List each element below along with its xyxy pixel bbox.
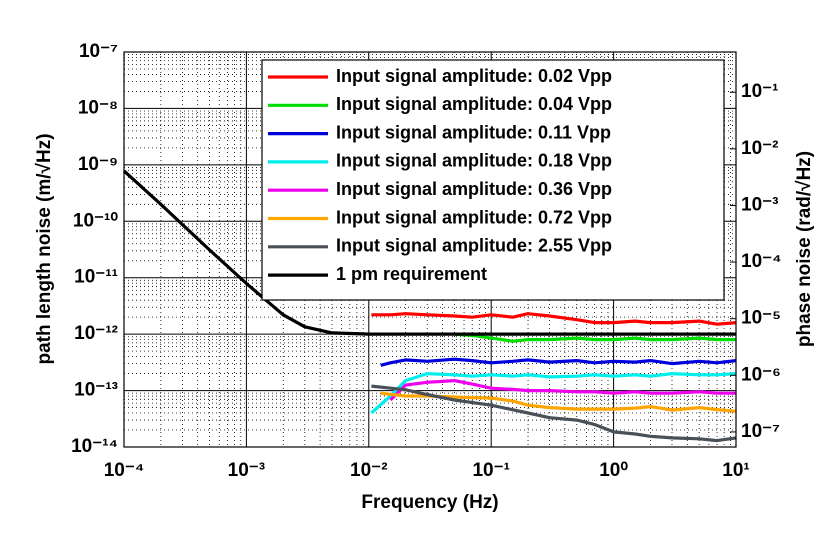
legend-box bbox=[261, 59, 725, 301]
y2-tick-label: 10⁻³ bbox=[741, 194, 779, 215]
x-tick-label: 10⁰ bbox=[599, 460, 628, 481]
x-tick-label: 10⁻² bbox=[350, 460, 388, 481]
plot-lines bbox=[122, 169, 737, 443]
y2-tick-label: 10⁻¹ bbox=[741, 81, 779, 102]
axes: 10⁻⁴ 10⁻³ 10⁻² 10⁻¹ 10⁰ 10¹ 10⁻¹⁴ 10⁻¹³ 10⁻¹² 10⁻… bbox=[71, 41, 781, 481]
legend: Input signal amplitude: 0.02 Vpp Input si… bbox=[261, 59, 725, 301]
y-tick-label: 10⁻⁷ bbox=[79, 41, 118, 62]
series-line bbox=[370, 372, 737, 415]
legend-label: Input signal amplitude: 2.55 Vpp bbox=[336, 236, 612, 256]
series-line bbox=[454, 332, 736, 343]
legend-label: Input signal amplitude: 0.36 Vpp bbox=[336, 179, 612, 199]
y-tick-label: 10⁻¹⁴ bbox=[71, 436, 118, 457]
series-line bbox=[371, 384, 737, 443]
y-tick-label: 10⁻⁹ bbox=[78, 154, 118, 175]
y-axis-label: path length noise (m/√Hz) bbox=[34, 133, 55, 364]
y2-tick-label: 10⁻² bbox=[741, 138, 779, 159]
x-tick-label: 10⁻¹ bbox=[472, 460, 510, 481]
legend-label: 1 pm requirement bbox=[336, 264, 487, 284]
y2-tick-label: 10⁻⁴ bbox=[741, 251, 782, 272]
x-tick-label: 10¹ bbox=[722, 460, 749, 481]
series-line bbox=[389, 379, 736, 402]
legend-label: Input signal amplitude: 0.02 Vpp bbox=[336, 66, 612, 86]
legend-label: Input signal amplitude: 0.72 Vpp bbox=[336, 207, 612, 227]
y-tick-label: 10⁻¹⁰ bbox=[73, 210, 118, 231]
y2-axis-label: phase noise (rad/√Hz) bbox=[794, 151, 815, 347]
series-line bbox=[380, 357, 737, 367]
y-tick-label: 10⁻¹³ bbox=[74, 380, 118, 401]
y-tick-label: 10⁻¹¹ bbox=[74, 267, 118, 288]
y2-tick-label: 10⁻⁶ bbox=[741, 364, 781, 385]
series-line bbox=[122, 169, 736, 336]
y2-tick-label: 10⁻⁵ bbox=[741, 308, 781, 329]
legend-label: Input signal amplitude: 0.11 Vpp bbox=[336, 122, 611, 142]
y-tick-label: 10⁻¹² bbox=[74, 323, 118, 344]
series-line bbox=[371, 312, 737, 326]
legend-label: Input signal amplitude: 0.04 Vpp bbox=[336, 94, 612, 114]
x-axis-label: Frequency (Hz) bbox=[361, 492, 498, 513]
y2-tick-label: 10⁻⁷ bbox=[741, 421, 780, 442]
plot-frame bbox=[123, 51, 737, 448]
legend-label: Input signal amplitude: 0.18 Vpp bbox=[336, 151, 612, 171]
x-tick-label: 10⁻⁴ bbox=[104, 460, 145, 481]
y-tick-label: 10⁻⁸ bbox=[78, 97, 118, 118]
x-tick-label: 10⁻³ bbox=[228, 460, 266, 481]
series-line bbox=[380, 391, 737, 413]
